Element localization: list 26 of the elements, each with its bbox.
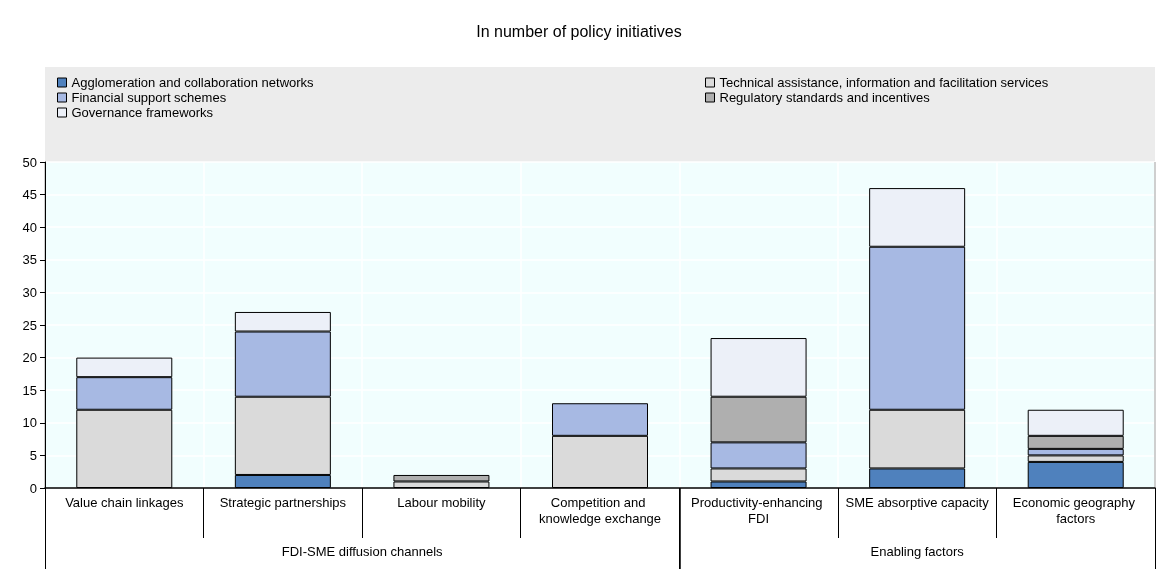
- x-tick-label: Labour mobility: [397, 494, 487, 510]
- x-tick-label: Economic geography factors: [1012, 494, 1139, 526]
- legend-label: Technical assistance, information and facilitation services: [719, 75, 1049, 90]
- y-tick-label: 0: [29, 480, 37, 496]
- legend-label: Financial support schemes: [71, 90, 227, 105]
- x-tick-label: Strategic partnerships: [219, 494, 347, 510]
- y-tick-label: 35: [22, 252, 37, 268]
- x-tick-label: Value chain linkages: [65, 494, 184, 510]
- x-tick-label: SME absorptive capacity: [845, 494, 990, 510]
- legend-label: Agglomeration and collaboration networks: [71, 75, 315, 90]
- x-tick-label: Competition and knowledge exchange: [538, 494, 662, 526]
- legend-label: Governance frameworks: [71, 105, 214, 120]
- y-tick-label: 25: [22, 317, 37, 333]
- y-tick-label: 15: [22, 382, 37, 398]
- y-tick-label: 30: [22, 284, 37, 300]
- y-tick-label: 20: [22, 350, 37, 366]
- text: FDI-SME diffusion channels: [281, 544, 444, 559]
- chart-title: In number of policy initiatives: [476, 22, 682, 40]
- x-tick-label: Productivity-enhancing FDI: [691, 494, 827, 526]
- y-tick-label: 40: [22, 219, 37, 235]
- text: Enabling factors: [870, 544, 965, 559]
- y-tick-label: 10: [22, 415, 37, 431]
- y-tick-label: 5: [29, 447, 37, 463]
- y-tick-label: 50: [22, 154, 37, 170]
- legend-label: Regulatory standards and incentives: [719, 90, 931, 105]
- y-tick-label: 45: [22, 187, 37, 203]
